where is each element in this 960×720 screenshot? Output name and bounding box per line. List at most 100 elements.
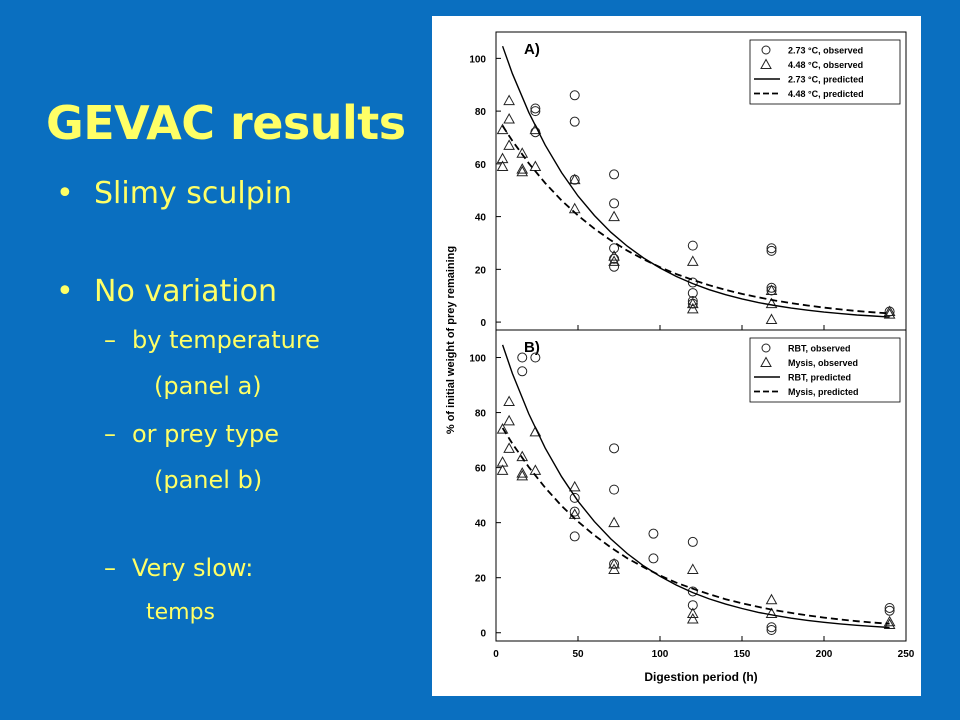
data-point-triangle <box>686 255 699 266</box>
y-tick-label: 60 <box>475 464 487 475</box>
data-point-circle <box>648 553 659 564</box>
data-point-circle <box>687 240 698 251</box>
legend-label: Mysis, observed <box>788 358 858 368</box>
panel-label: A) <box>524 41 540 58</box>
sub-bullet-continuation: (panel b) <box>154 466 263 494</box>
x-axis-label: Digestion period (h) <box>644 670 757 684</box>
data-point-triangle <box>883 308 896 319</box>
data-point-triangle <box>608 557 620 569</box>
legend-label: RBT, predicted <box>788 373 851 383</box>
data-point-circle <box>609 484 620 495</box>
data-point-triangle <box>516 467 529 478</box>
data-point-circle <box>687 295 698 306</box>
data-point-circle <box>687 288 698 299</box>
slide-title: GEVAC results <box>46 96 406 150</box>
data-point-triangle <box>608 250 620 261</box>
legend-symbol-circle <box>761 343 771 353</box>
y-tick-label: 40 <box>475 519 487 530</box>
data-point-triangle <box>496 464 509 475</box>
data-point-triangle <box>568 480 581 492</box>
data-point-circle <box>609 261 620 272</box>
legend: RBT, observed Mysis, observed RBT, predict… <box>749 337 901 403</box>
bullet-text: Slimy sculpin <box>94 176 293 211</box>
legend-label: 2.73 °C, predicted <box>788 75 864 85</box>
figure-svg: 0 20 40 60 80 100 A) 2.73 °C, observed 4.48 °C, … <box>445 31 915 684</box>
x-tick-label: 0 <box>493 649 499 660</box>
data-point-circle <box>687 277 698 288</box>
data-point-triangle <box>529 464 542 475</box>
data-point-circle <box>687 586 698 597</box>
x-tick-label: 100 <box>652 649 669 660</box>
data-point-circle <box>884 605 895 616</box>
data-point-circle <box>766 624 777 635</box>
data-point-circle <box>517 366 528 377</box>
y-tick-label: 100 <box>469 54 486 65</box>
plot-frame <box>495 329 907 642</box>
bullet-text: No variation <box>94 274 277 309</box>
data-point-triangle <box>503 395 515 407</box>
legend-label: Mysis, predicted <box>788 387 859 397</box>
y-tick-label: 80 <box>475 107 487 118</box>
data-point-circle <box>766 245 777 256</box>
data-point-circle <box>569 506 580 517</box>
panel-label: B) <box>524 339 540 356</box>
data-point-triangle <box>496 160 509 171</box>
data-point-triangle <box>608 255 620 266</box>
data-point-circle <box>517 352 528 363</box>
chart-panel-a: 0 20 40 60 80 100 A) 2.73 °C, observed 4.48 °C, … <box>469 31 907 331</box>
y-tick-label: 0 <box>480 318 486 329</box>
bullet-marker: • <box>56 274 74 309</box>
legend-label: RBT, observed <box>788 344 851 354</box>
sub-sub-text: temps <box>146 600 216 625</box>
data-point-triangle <box>765 593 778 605</box>
dash-marker: – <box>104 554 116 582</box>
y-axis-label: % of initial weight of prey remaining <box>445 246 457 434</box>
data-point-circle <box>609 243 620 254</box>
data-point-triangle <box>496 423 509 434</box>
y-tick-label: 20 <box>475 574 487 585</box>
legend-label: 4.48 °C, predicted <box>788 89 864 99</box>
sub-bullet-item: – Very slow: <box>104 554 253 582</box>
x-tick-label: 50 <box>572 649 584 660</box>
data-point-triangle <box>765 607 778 618</box>
bullet-marker: • <box>56 176 74 211</box>
bullet-item: • Slimy sculpin <box>56 176 292 211</box>
data-point-triangle <box>503 414 515 426</box>
data-point-circle <box>530 352 541 363</box>
data-point-circle <box>687 536 698 547</box>
bullet-item: • No variation <box>56 274 277 309</box>
legend: 2.73 °C, observed 4.48 °C, observed 2.73 °… <box>749 39 901 105</box>
data-point-circle <box>530 106 541 117</box>
data-point-circle <box>766 243 777 254</box>
data-point-triangle <box>503 112 515 124</box>
x-tick-label: 200 <box>816 649 833 660</box>
y-tick-label: 20 <box>475 265 487 276</box>
y-tick-label: 80 <box>475 409 487 420</box>
data-point-triangle <box>686 612 699 624</box>
data-point-triangle <box>503 139 515 150</box>
x-tick-label: 150 <box>734 649 751 660</box>
chart-panel-b: 0 20 40 60 80 100 0 50 100 150 200 250 B) RBT, observ… <box>469 329 915 660</box>
data-point-circle <box>766 282 777 293</box>
data-point-triangle <box>686 297 699 309</box>
data-point-circle <box>569 492 580 503</box>
y-tick-label: 0 <box>480 629 486 640</box>
data-point-triangle <box>686 302 699 314</box>
data-point-circle <box>569 531 580 542</box>
dash-marker: – <box>104 326 116 354</box>
data-point-circle <box>648 528 659 539</box>
predicted-curve-solid <box>501 45 890 318</box>
sub-bullet-continuation: (panel a) <box>154 372 262 400</box>
data-point-triangle <box>765 297 778 309</box>
sub-bullet-text: or prey type <box>132 420 279 448</box>
x-tick-label: 250 <box>898 649 915 660</box>
data-point-triangle <box>686 607 699 618</box>
data-point-triangle <box>516 165 529 177</box>
data-point-triangle <box>883 615 896 627</box>
data-point-triangle <box>765 313 778 324</box>
data-point-triangle <box>503 442 515 453</box>
sub-bullet-item: – by temperature <box>104 326 320 354</box>
data-point-triangle <box>568 173 581 185</box>
sub-bullet-item: – or prey type <box>104 420 279 448</box>
sub-bullet-text: Very slow: <box>132 554 254 582</box>
